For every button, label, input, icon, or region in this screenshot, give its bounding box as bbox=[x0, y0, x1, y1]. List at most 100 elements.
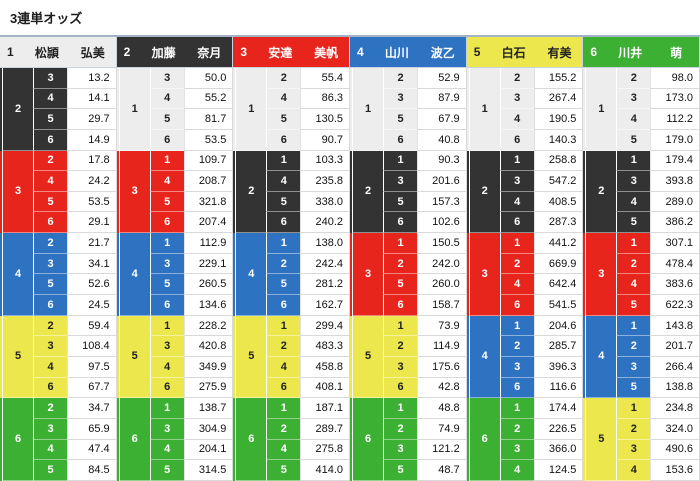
third-place-cell: 2 bbox=[383, 68, 418, 89]
odds-row: 6 207.4 bbox=[149, 212, 234, 234]
odds-row: 5 314.5 bbox=[149, 460, 234, 481]
second-place-cell: 1 bbox=[236, 68, 267, 151]
racer-column: 2 加藤 奈月 1 3 50.0 4 55.2 5 81.7 6 53.5 3 1 109.7 4 208.7 5… bbox=[116, 37, 234, 481]
third-place-cell: 6 bbox=[266, 377, 301, 399]
odds-value: 42.8 bbox=[417, 377, 467, 399]
odds-value: 179.4 bbox=[650, 150, 700, 172]
odds-row: 1 73.9 bbox=[383, 315, 467, 337]
second-place-group: 6 2 34.7 3 65.9 4 47.4 5 84.5 bbox=[0, 398, 117, 481]
odds-row: 3 121.2 bbox=[383, 439, 467, 461]
third-place-cell: 4 bbox=[149, 171, 184, 192]
lane-color-strip bbox=[583, 68, 587, 151]
third-place-cell: 4 bbox=[33, 171, 67, 192]
third-place-rows: 1 90.3 3 201.6 5 157.3 6 102.6 bbox=[383, 150, 467, 234]
odds-value: 258.8 bbox=[533, 150, 584, 172]
odds-row: 5 52.6 bbox=[33, 274, 117, 296]
odds-value: 150.5 bbox=[417, 233, 467, 254]
odds-value: 153.6 bbox=[650, 460, 700, 481]
odds-row: 5 53.5 bbox=[33, 191, 117, 213]
odds-value: 112.2 bbox=[650, 109, 700, 130]
third-place-rows: 2 34.7 3 65.9 4 47.4 5 84.5 bbox=[33, 398, 117, 481]
third-place-cell: 5 bbox=[149, 109, 184, 130]
odds-row: 1 48.8 bbox=[383, 398, 467, 419]
odds-value: 155.2 bbox=[533, 68, 584, 89]
third-place-rows: 1 109.7 4 208.7 5 321.8 6 207.4 bbox=[149, 150, 234, 234]
third-place-cell: 3 bbox=[616, 88, 651, 110]
third-place-rows: 1 103.3 4 235.8 5 338.0 6 240.2 bbox=[266, 150, 351, 234]
odds-row: 4 24.2 bbox=[33, 171, 117, 192]
racer-number: 4 bbox=[357, 45, 364, 59]
racer-last-name: 白石 bbox=[501, 45, 526, 60]
odds-value: 86.3 bbox=[300, 88, 351, 110]
odds-row: 4 408.5 bbox=[499, 191, 584, 213]
odds-row: 4 86.3 bbox=[266, 88, 351, 110]
third-place-cell: 3 bbox=[499, 356, 534, 378]
odds-value: 208.7 bbox=[183, 171, 234, 192]
odds-value: 204.6 bbox=[533, 315, 584, 337]
odds-row: 1 187.1 bbox=[266, 398, 351, 419]
lane-color-strip bbox=[116, 233, 120, 316]
second-place-group: 4 1 143.8 2 201.7 3 266.4 5 138.8 bbox=[583, 315, 700, 399]
lane-color-strip bbox=[233, 315, 237, 399]
odds-value: 157.3 bbox=[417, 191, 467, 213]
odds-row: 6 42.8 bbox=[383, 377, 467, 399]
odds-value: 47.4 bbox=[67, 439, 117, 461]
third-place-rows: 2 59.4 3 108.4 4 97.5 6 67.7 bbox=[33, 315, 117, 399]
lane-color-strip bbox=[466, 398, 470, 481]
odds-row: 4 383.6 bbox=[616, 274, 700, 296]
third-place-cell: 1 bbox=[266, 150, 301, 172]
odds-value: 240.2 bbox=[300, 212, 351, 234]
odds-value: 73.9 bbox=[417, 315, 467, 337]
odds-value: 109.7 bbox=[183, 150, 234, 172]
racer-first-name: 波乙 bbox=[430, 45, 455, 60]
racer-number: 2 bbox=[123, 45, 131, 59]
second-place-group: 3 1 441.2 2 669.9 4 642.4 6 541.5 bbox=[466, 233, 584, 316]
lane-color-strip bbox=[466, 150, 470, 234]
odds-value: 59.4 bbox=[67, 315, 117, 337]
racer-number: 6 bbox=[590, 45, 598, 59]
third-place-rows: 1 187.1 2 289.7 4 275.8 5 414.0 bbox=[266, 398, 351, 481]
third-place-cell: 4 bbox=[499, 274, 534, 296]
odds-value: 17.8 bbox=[67, 150, 117, 172]
odds-value: 34.7 bbox=[67, 398, 117, 419]
second-place-group: 6 1 48.8 2 74.9 3 121.2 5 48.7 bbox=[350, 398, 467, 481]
second-place-group: 5 1 234.8 2 324.0 3 490.6 4 153.6 bbox=[583, 398, 700, 481]
racer-number: 1 bbox=[7, 45, 14, 59]
second-place-cell: 2 bbox=[469, 150, 500, 234]
odds-value: 441.2 bbox=[533, 233, 584, 254]
second-place-cell: 6 bbox=[119, 398, 150, 481]
second-place-group: 1 2 55.4 4 86.3 5 130.5 6 90.7 bbox=[233, 68, 351, 151]
third-place-rows: 1 441.2 2 669.9 4 642.4 6 541.5 bbox=[499, 233, 584, 316]
third-place-cell: 1 bbox=[499, 315, 534, 337]
odds-row: 6 240.2 bbox=[266, 212, 351, 234]
third-place-cell: 1 bbox=[266, 233, 301, 254]
odds-value: 547.2 bbox=[533, 171, 584, 192]
second-place-group: 1 3 50.0 4 55.2 5 81.7 6 53.5 bbox=[116, 68, 234, 151]
odds-value: 458.8 bbox=[300, 356, 351, 378]
odds-row: 6 102.6 bbox=[383, 212, 467, 234]
odds-row: 1 109.7 bbox=[149, 150, 234, 172]
odds-row: 3 65.9 bbox=[33, 418, 117, 440]
odds-row: 4 124.5 bbox=[499, 460, 584, 481]
racer-header: 3 安達 美帆 bbox=[233, 37, 351, 68]
odds-row: 5 281.2 bbox=[266, 274, 351, 296]
third-place-cell: 5 bbox=[266, 191, 301, 213]
odds-row: 3 50.0 bbox=[149, 68, 234, 89]
third-place-cell: 3 bbox=[383, 439, 418, 461]
odds-value: 173.0 bbox=[650, 88, 700, 110]
odds-value: 408.5 bbox=[533, 191, 584, 213]
odds-row: 1 138.0 bbox=[266, 233, 351, 254]
second-place-group: 5 1 299.4 2 483.3 4 458.8 6 408.1 bbox=[233, 315, 351, 399]
odds-value: 669.9 bbox=[533, 253, 584, 275]
odds-row: 2 483.3 bbox=[266, 336, 351, 357]
third-place-rows: 2 55.4 4 86.3 5 130.5 6 90.7 bbox=[266, 68, 351, 151]
odds-value: 266.4 bbox=[650, 356, 700, 378]
odds-value: 90.7 bbox=[300, 129, 351, 151]
third-place-cell: 6 bbox=[33, 212, 67, 234]
odds-value: 67.9 bbox=[417, 109, 467, 130]
odds-value: 260.5 bbox=[183, 274, 234, 296]
racer-header: 6 川井 萌 bbox=[583, 37, 700, 68]
second-place-cell: 5 bbox=[3, 315, 33, 399]
odds-row: 4 235.8 bbox=[266, 171, 351, 192]
odds-value: 14.9 bbox=[67, 129, 117, 151]
